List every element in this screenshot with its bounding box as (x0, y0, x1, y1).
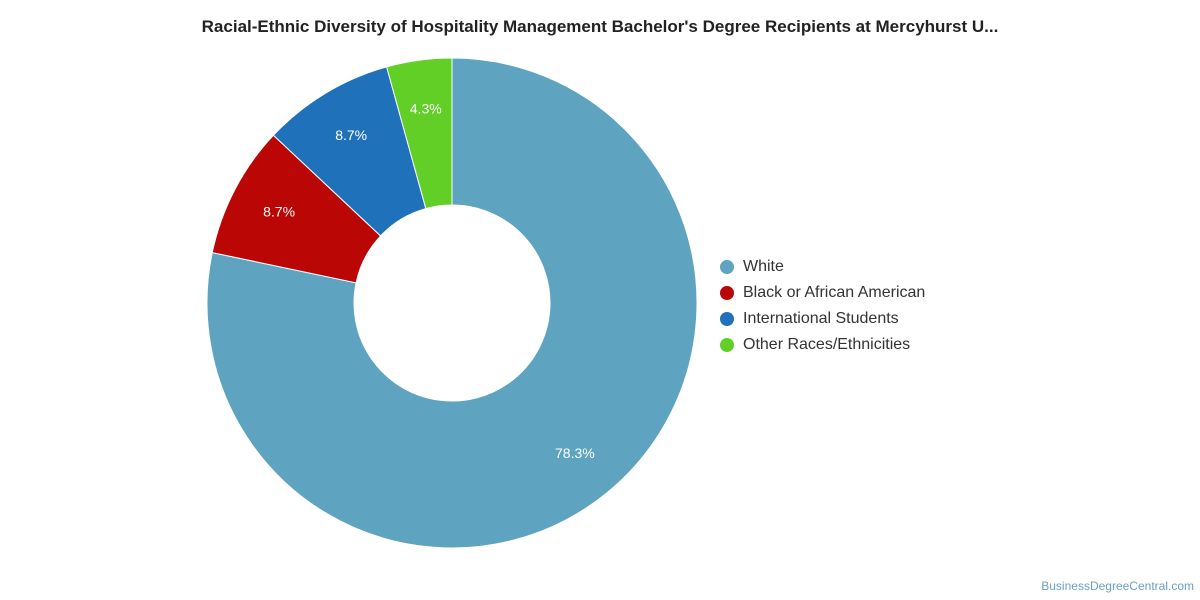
legend-item-black-or-african-american[interactable]: Black or African American (720, 280, 925, 306)
legend-swatch (720, 338, 734, 352)
legend-item-other-races-ethnicities[interactable]: Other Races/Ethnicities (720, 332, 925, 358)
legend-swatch (720, 286, 734, 300)
donut-slices (206, 57, 698, 549)
legend-item-international-students[interactable]: International Students (720, 306, 925, 332)
slice-label-other-races-ethnicities: 4.3% (410, 100, 442, 116)
legend-label: Black or African American (743, 284, 926, 301)
legend-swatch (720, 260, 734, 274)
legend-label: Other Races/Ethnicities (743, 336, 911, 353)
chart-legend: White Black or African American Internat… (720, 254, 925, 358)
legend-swatch (720, 312, 734, 326)
slice-white[interactable] (206, 57, 698, 549)
slice-labels: 78.3% 8.7% 8.7% 4.3% (263, 100, 595, 461)
slice-label-white: 78.3% (555, 445, 595, 461)
watermark[interactable]: BusinessDegreeCentral.com (1041, 579, 1194, 593)
legend-item-white[interactable]: White (720, 254, 925, 280)
slice-label-black-or-african-american: 8.7% (263, 204, 295, 220)
slice-label-international-students: 8.7% (335, 127, 367, 143)
legend-label: White (743, 258, 784, 275)
chart-title: Racial-Ethnic Diversity of Hospitality M… (201, 17, 999, 36)
legend-label: International Students (743, 310, 899, 327)
slice-other-races-ethnicities[interactable] (385, 57, 453, 210)
